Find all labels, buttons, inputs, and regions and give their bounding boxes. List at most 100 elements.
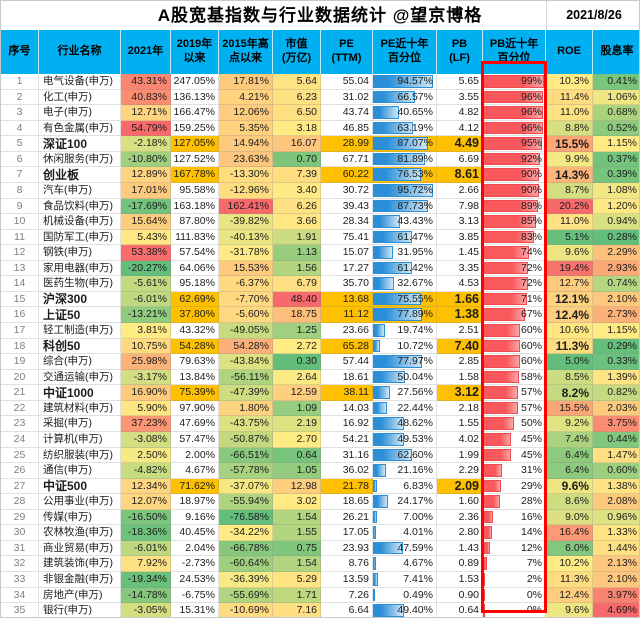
cell-pb-percentile: 2% [483,572,546,588]
cell-change-since-2019: -2.73% [171,556,219,572]
cell-industry-name: 商业贸易(申万) [39,540,121,557]
cell-dividend-yield: 1.20% [593,198,639,215]
cell-pb-lf: 4.49 [437,136,483,152]
pe-percentile-databar [373,417,404,430]
table-row-index: 27 中证500 12.34% 71.62% -37.07% 12.98 21.78 6.83… [1,478,639,495]
cell-pb-percentile: 45% [483,447,546,464]
cell-value: 40.65% [397,106,433,119]
cell-value: 77.97% [397,355,433,368]
cell-pb-lf: 0.90 [437,587,483,604]
cell-industry-name: 建筑材料(申万) [39,400,121,417]
cell-industry-name: 中证500 [39,478,121,495]
cell-value: 4.67% [403,557,433,570]
cell-change-since-2019: 87.80% [171,214,219,230]
cell-value: 32.67% [397,277,433,290]
pb-percentile-databar [483,541,491,555]
cell-roe: 11.0% [546,105,593,121]
cell-value: 29% [520,479,542,492]
cell-change-since-2015: -5.60% [219,307,273,323]
cell-industry-name: 交通运输(申万) [39,369,121,386]
cell-serial: 13 [1,260,39,277]
cell-dividend-yield: 2.10% [593,291,639,308]
cell-dividend-yield: 0.96% [593,509,639,526]
cell-market-cap: 6.50 [273,105,321,121]
cell-serial: 34 [1,587,39,604]
table-row: 17 轻工制造(申万) 3.81% 43.32% -49.05% 1.25 23.66 19.… [1,323,639,339]
table-row: 24 计算机(申万) -3.08% 57.47% -50.87% 2.70 54.21 49.… [1,431,639,448]
cell-change-2021: 54.79% [121,120,171,137]
cell-change-since-2019: 79.63% [171,354,219,370]
cell-pe-ttm: 31.02 [321,89,373,106]
cell-value: 61.42% [397,261,433,274]
cell-pe-percentile: 48.62% [373,416,437,432]
cell-pb-percentile: 16% [483,509,546,526]
cell-value: 57% [520,386,542,399]
cell-industry-name: 纺织服装(申万) [39,447,121,464]
pe-percentile-databar [373,261,412,275]
cell-change-2021: 2.50% [121,447,171,464]
cell-dividend-yield: 0.44% [593,431,639,448]
cell-market-cap: 48.40 [273,291,321,308]
cell-roe: 5.0% [546,354,593,370]
cell-pe-percentile: 19.74% [373,323,437,339]
cell-pe-ttm: 17.05 [321,525,373,541]
cell-pe-percentile: 87.73% [373,198,437,215]
cell-pe-ttm: 8.76 [321,556,373,572]
cell-pb-lf: 2.66 [437,182,483,199]
cell-change-2021: 17.01% [121,182,171,199]
cell-serial: 19 [1,354,39,370]
cell-market-cap: 0.64 [273,447,321,464]
cell-roe: 15.5% [546,136,593,152]
pb-percentile-databar [483,339,521,353]
cell-pe-ttm: 14.03 [321,400,373,417]
cell-value: 96% [520,106,542,119]
cell-market-cap: 1.71 [273,587,321,604]
cell-market-cap: 16.07 [273,136,321,152]
cell-change-2021: -13.21% [121,307,171,323]
cell-pe-percentile: 95.72% [373,182,437,199]
cell-change-since-2015: 15.53% [219,260,273,277]
cell-dividend-yield: 0.52% [593,120,639,137]
cell-value: 22.44% [397,401,433,414]
cell-pb-lf: 1.58 [437,369,483,386]
cell-roe: 8.5% [546,369,593,386]
cell-pe-ttm: 28.34 [321,214,373,230]
cell-change-2021: 12.71% [121,105,171,121]
cell-pb-lf: 3.85 [437,229,483,246]
pb-percentile-databar [483,464,503,477]
cell-change-since-2019: 111.83% [171,229,219,246]
cell-pb-percentile: 0% [483,603,546,617]
cell-change-2021: -16.50% [121,509,171,526]
cell-change-2021: 12.07% [121,494,171,510]
pe-percentile-databar [373,479,378,493]
cell-value: 43.43% [397,215,433,228]
cell-serial: 10 [1,214,39,230]
cell-industry-name: 采掘(申万) [39,416,121,432]
cell-roe: 11.0% [546,214,593,230]
cell-change-since-2019: 136.13% [171,89,219,106]
cell-change-since-2019: 15.31% [171,603,219,617]
cell-value: 72% [520,277,542,290]
cell-change-since-2015: -13.30% [219,167,273,183]
cell-pb-lf: 2.29 [437,463,483,479]
cell-pe-ttm: 55.04 [321,74,373,90]
pb-percentile-databar [483,324,521,337]
cell-value: 49.53% [397,432,433,445]
cell-change-2021: 10.75% [121,338,171,355]
cell-value: 76.53% [397,168,433,181]
cell-pe-ttm: 75.41 [321,229,373,246]
cell-pb-percentile: 28% [483,494,546,510]
cell-industry-name: 沪深300 [39,291,121,308]
cell-value: 45% [520,448,542,461]
cell-change-2021: 53.38% [121,245,171,261]
cell-dividend-yield: 1.39% [593,369,639,386]
cell-industry-name: 通信(申万) [39,463,121,479]
cell-value: 31.95% [397,246,433,259]
cell-pe-ttm: 43.74 [321,105,373,121]
cell-change-since-2015: -60.64% [219,556,273,572]
cell-pb-lf: 2.51 [437,323,483,339]
cell-value: 7.00% [403,510,433,523]
table-header-row: 序号 行业名称 2021年 2019年 以来 2015年高 点以来 市值 (万亿) PE (… [1,30,639,74]
cell-market-cap: 12.59 [273,385,321,401]
